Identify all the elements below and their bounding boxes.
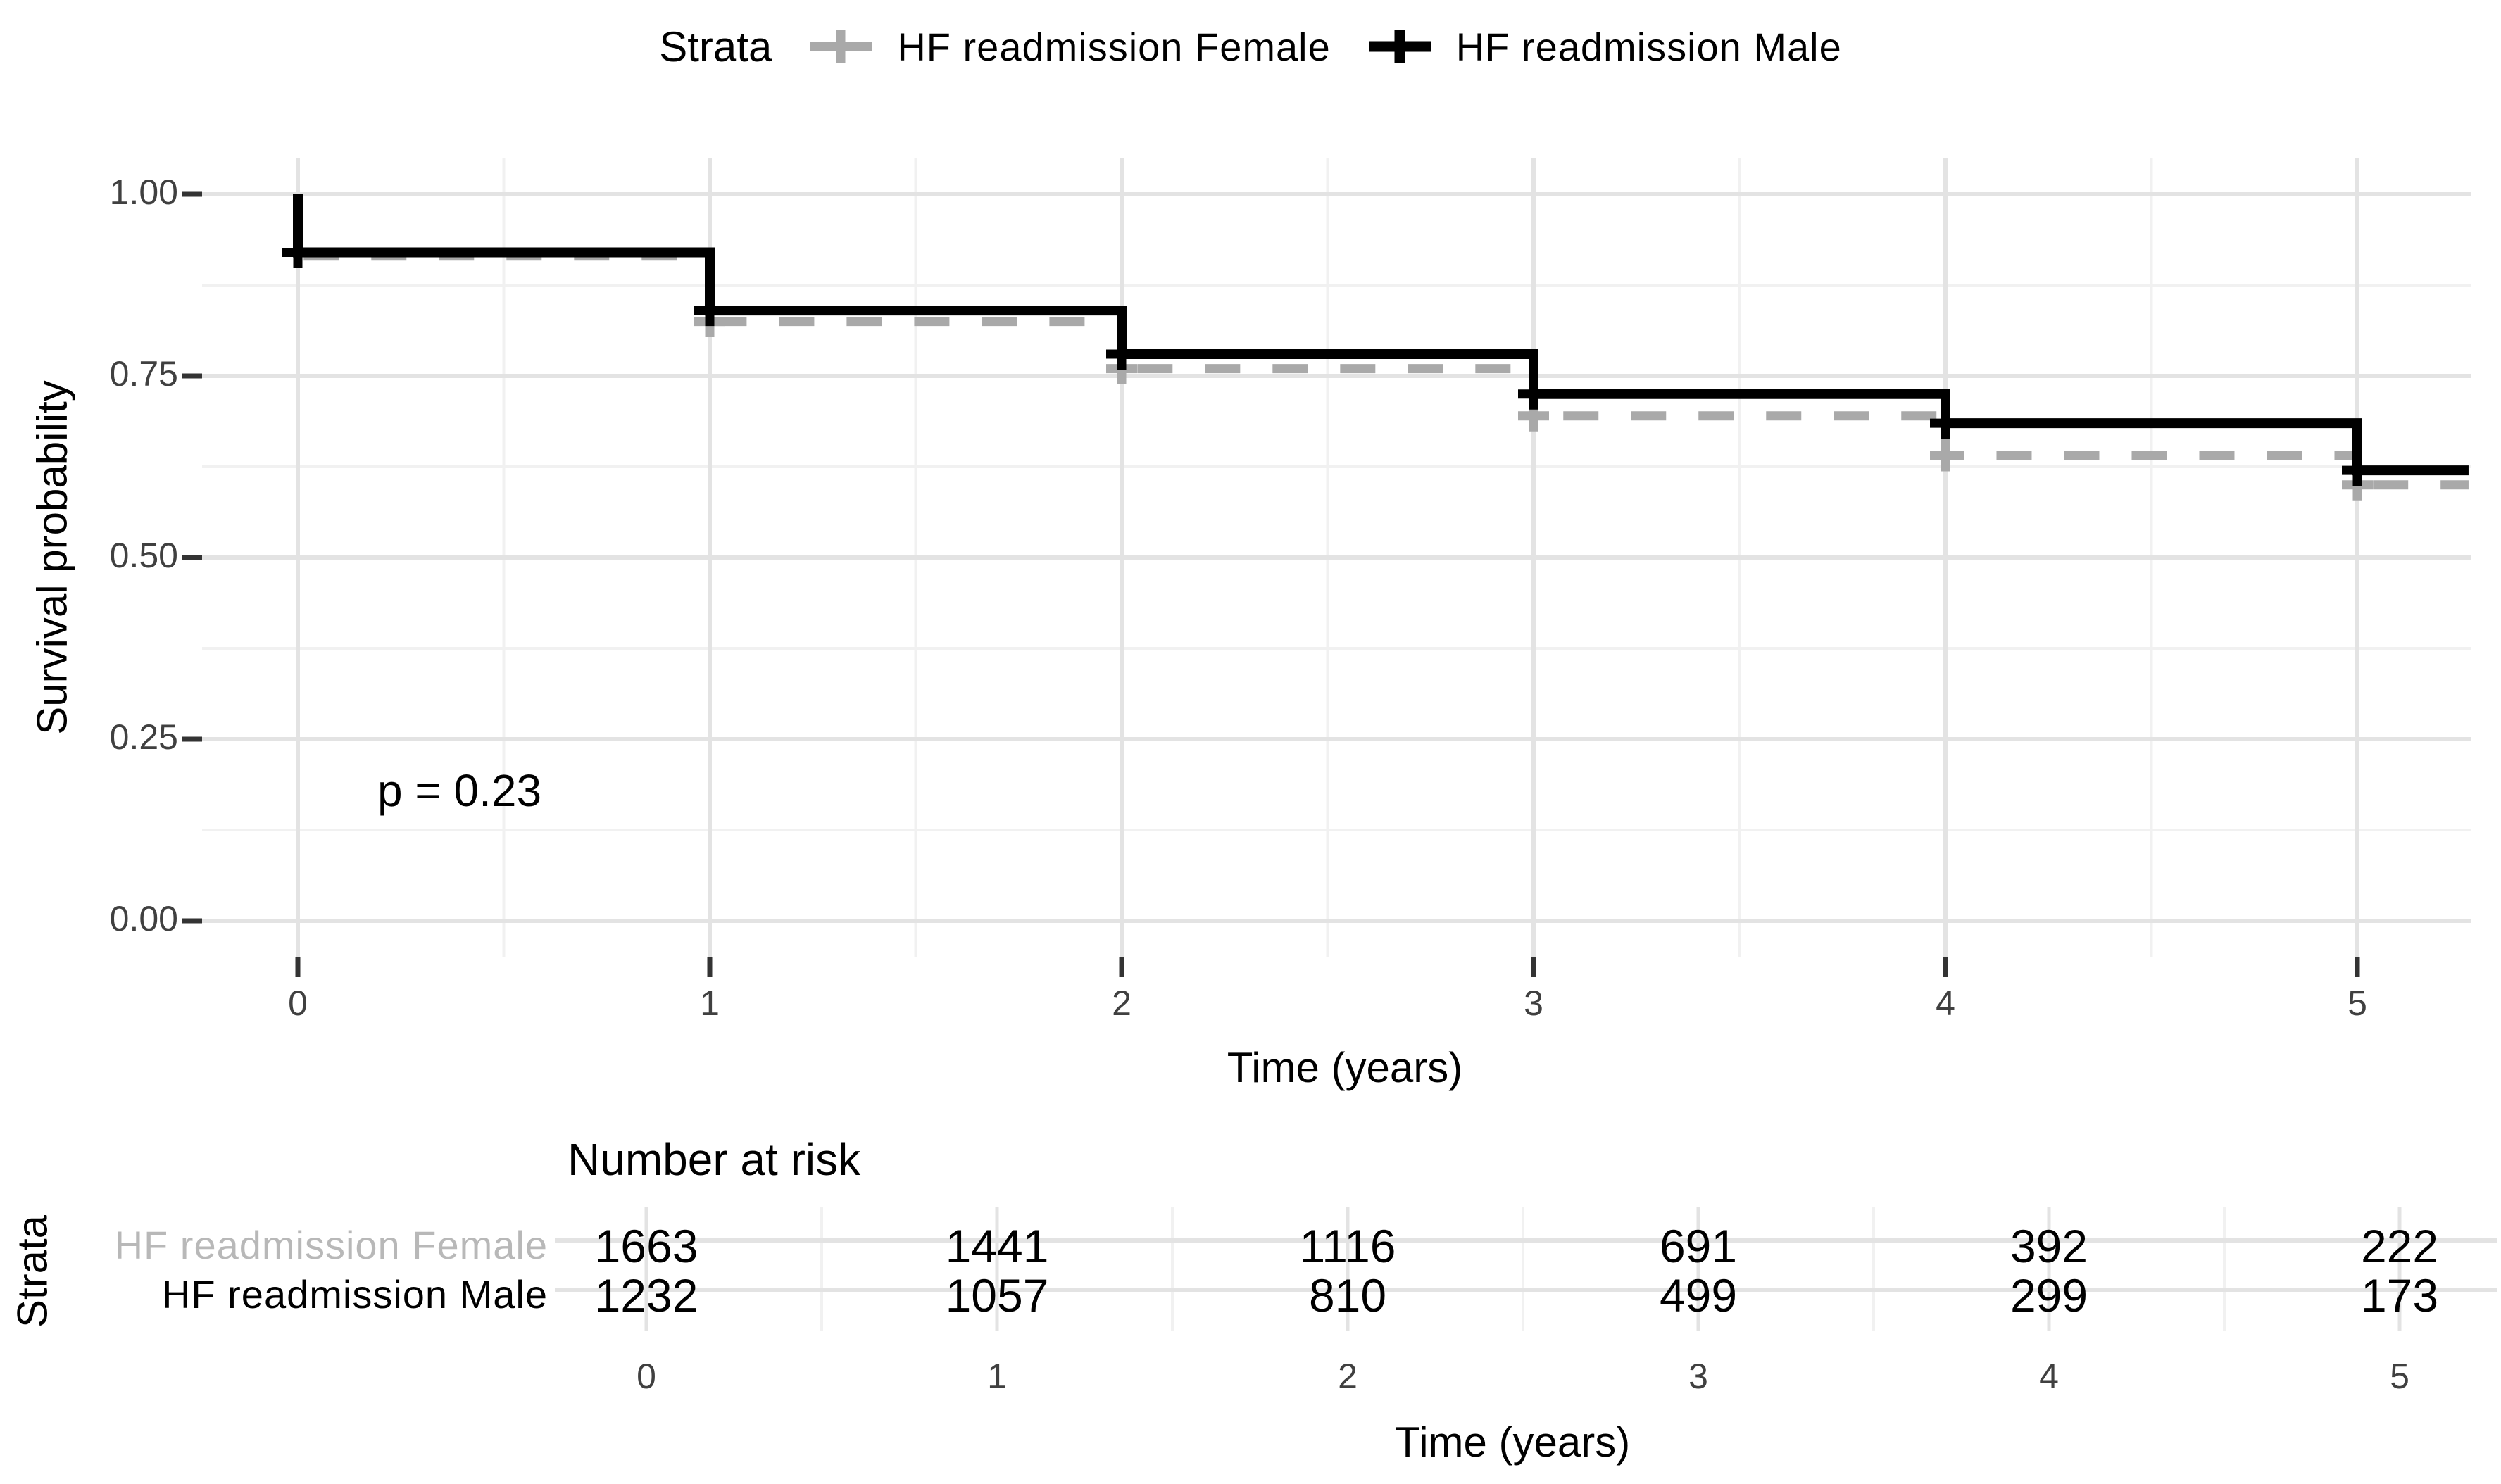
y-tick-label: 0.50 — [109, 536, 178, 575]
legend-item-female[interactable]: HF readmission Female — [808, 24, 1330, 70]
x-axis-title: Time (years) — [1227, 1044, 1463, 1091]
risk-value-cell: 392 — [2010, 1220, 2088, 1272]
y-tick-label: 0.25 — [109, 717, 178, 757]
risk-table-title: Number at risk — [568, 1134, 861, 1185]
risk-x-tick-label: 0 — [637, 1357, 656, 1396]
risk-value-cell: 299 — [2010, 1269, 2088, 1321]
legend: Strata HF readmission Female HF readmiss… — [0, 11, 2501, 82]
risk-value-cell: 1441 — [945, 1220, 1049, 1272]
risk-x-tick-label: 4 — [2039, 1357, 2059, 1396]
risk-row-label-female: HF readmission Female — [114, 1223, 548, 1267]
legend-label-female: HF readmission Female — [897, 24, 1331, 69]
risk-value-cell: 1057 — [945, 1269, 1049, 1321]
x-tick-label: 0 — [288, 983, 308, 1023]
legend-item-male[interactable]: HF readmission Male — [1367, 24, 1842, 70]
survival-curve-female — [293, 194, 2469, 490]
x-tick-label: 1 — [700, 983, 720, 1023]
risk-value-cell: 1116 — [1299, 1220, 1396, 1272]
legend-label-male: HF readmission Male — [1455, 24, 1842, 69]
x-tick-label: 3 — [1524, 983, 1543, 1023]
risk-value-cell: 1663 — [594, 1220, 698, 1272]
risk-x-tick-label: 1 — [987, 1357, 1007, 1396]
risk-x-axis-title: Time (years) — [1394, 1419, 1631, 1466]
y-tick-label: 0.75 — [109, 354, 178, 394]
legend-key-male-icon — [1368, 30, 1431, 63]
legend-title: Strata — [659, 23, 772, 70]
x-tick-label: 5 — [2348, 983, 2367, 1023]
x-tick-label: 2 — [1112, 983, 1132, 1023]
y-tick-label: 0.00 — [109, 899, 178, 938]
p-value-annotation: p = 0.23 — [377, 765, 542, 816]
y-tick-label: 1.00 — [109, 172, 178, 212]
risk-value-cell: 173 — [2360, 1269, 2439, 1321]
survival-curve-male — [293, 194, 2469, 476]
risk-row-label-male: HF readmission Male — [161, 1272, 548, 1316]
risk-x-tick-label: 3 — [1688, 1357, 1708, 1396]
legend-key-female-icon — [810, 30, 872, 63]
risk-value-cell: 222 — [2360, 1220, 2439, 1272]
risk-value-cell: 810 — [1308, 1269, 1387, 1321]
risk-value-cell: 499 — [1659, 1269, 1738, 1321]
x-tick-label: 4 — [1936, 983, 1955, 1023]
risk-table-axis-title: Strata — [8, 1214, 56, 1328]
risk-value-cell: 1232 — [594, 1269, 698, 1321]
risk-x-tick-label: 2 — [1338, 1357, 1358, 1396]
risk-x-tick-label: 5 — [2390, 1357, 2409, 1396]
risk-value-cell: 691 — [1659, 1220, 1738, 1272]
